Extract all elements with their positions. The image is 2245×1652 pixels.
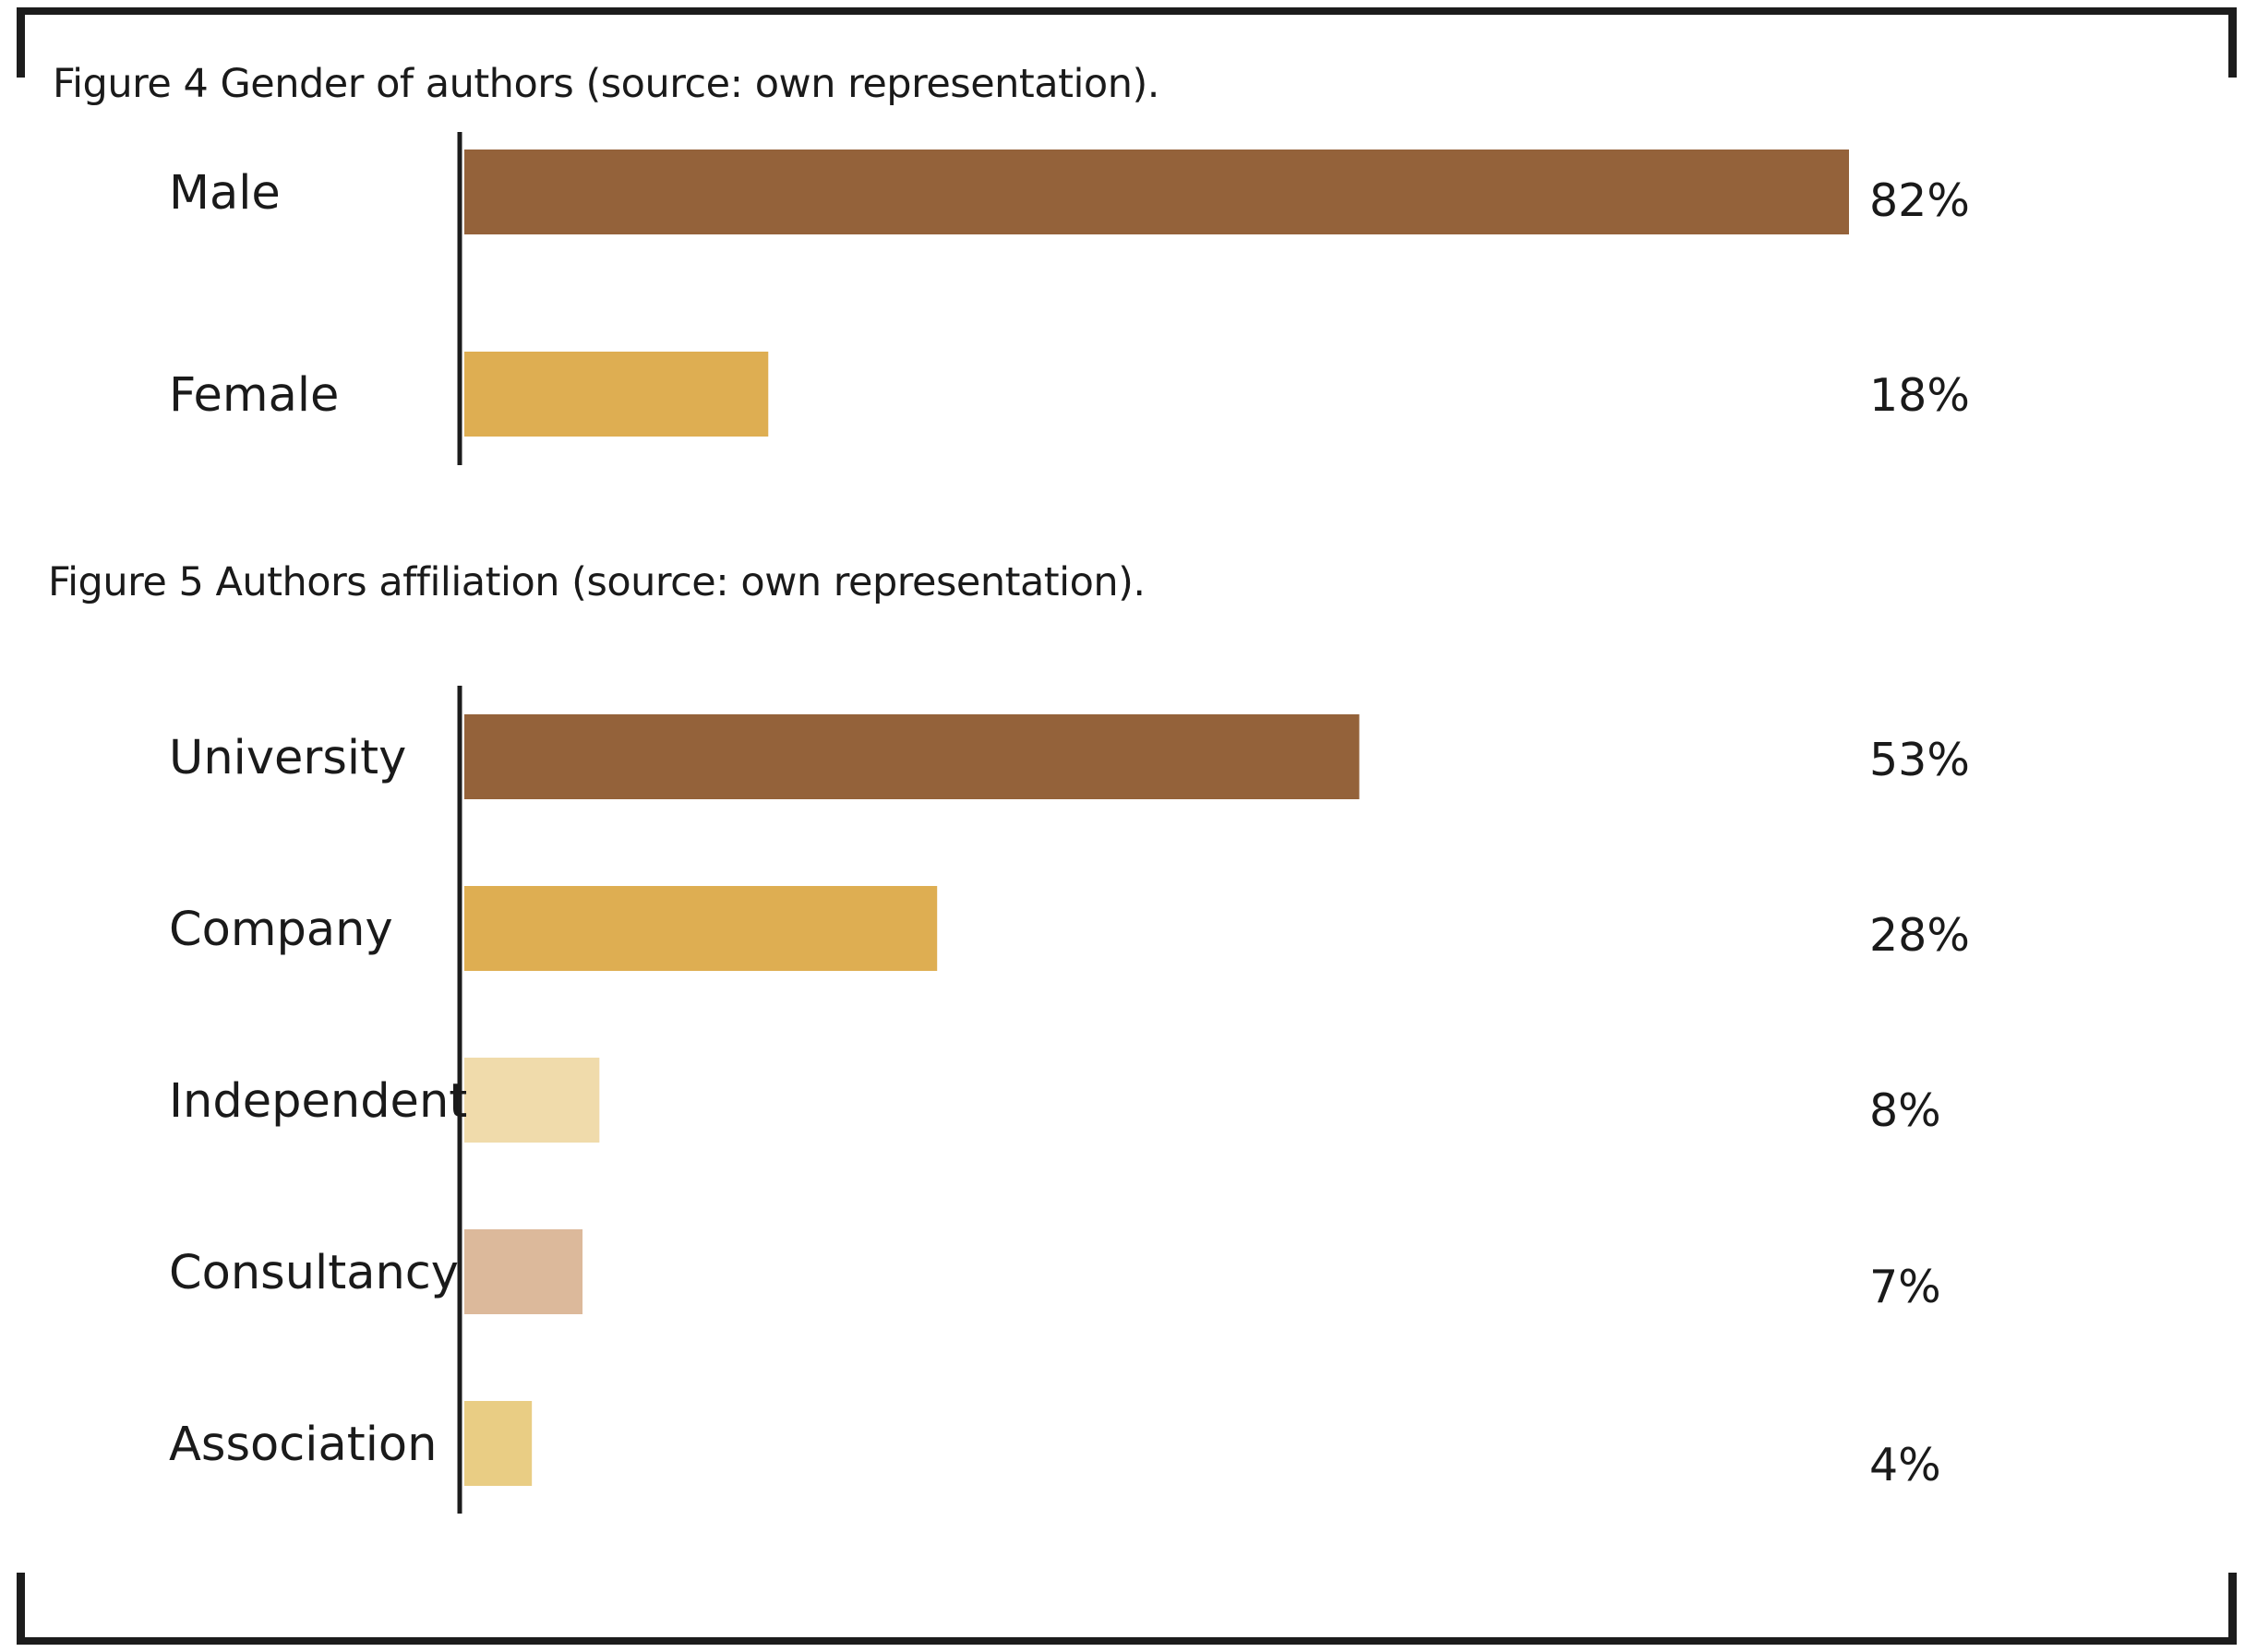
figure-5-caption: Figure 5 Authors affiliation (source: ow… [48, 559, 1146, 605]
value-label-independent: 8% [1869, 1084, 1941, 1137]
category-label-male: Male [169, 166, 281, 221]
category-label-independent: Independent [169, 1074, 467, 1129]
category-label-association: Association [169, 1418, 437, 1472]
bar-university [464, 714, 1360, 799]
figure-4-caption: Figure 4 Gender of authors (source: own … [53, 61, 1159, 107]
frame-bottom-left-tick [17, 1573, 25, 1645]
category-label-university: University [169, 731, 406, 785]
frame-bottom-edge [18, 1637, 2236, 1645]
value-label-company: 28% [1869, 909, 1970, 962]
category-label-company: Company [169, 903, 393, 957]
gender-chart: Male 82% Female 18% [169, 132, 1970, 465]
value-label-male: 82% [1869, 174, 1970, 227]
frame-top-left-tick [17, 7, 25, 78]
affiliation-chart: University 53% Company 28% Independent 8% Cons… [169, 686, 1970, 1514]
value-label-female: 18% [1869, 369, 1970, 422]
bar-female [464, 352, 769, 437]
frame-top-edge [18, 7, 2236, 15]
frame-top-right-tick [2228, 7, 2237, 78]
frame-bottom-right-tick [2228, 1573, 2237, 1645]
bar-company [464, 886, 938, 971]
category-label-consultancy: Consultancy [169, 1246, 459, 1300]
bar-independent [464, 1058, 600, 1143]
bar-male [464, 150, 1849, 234]
value-label-university: 53% [1869, 734, 1970, 786]
bar-consultancy [464, 1229, 583, 1314]
value-label-consultancy: 7% [1869, 1261, 1941, 1313]
value-label-association: 4% [1869, 1439, 1941, 1491]
category-label-female: Female [169, 368, 339, 423]
bar-association [464, 1401, 533, 1486]
